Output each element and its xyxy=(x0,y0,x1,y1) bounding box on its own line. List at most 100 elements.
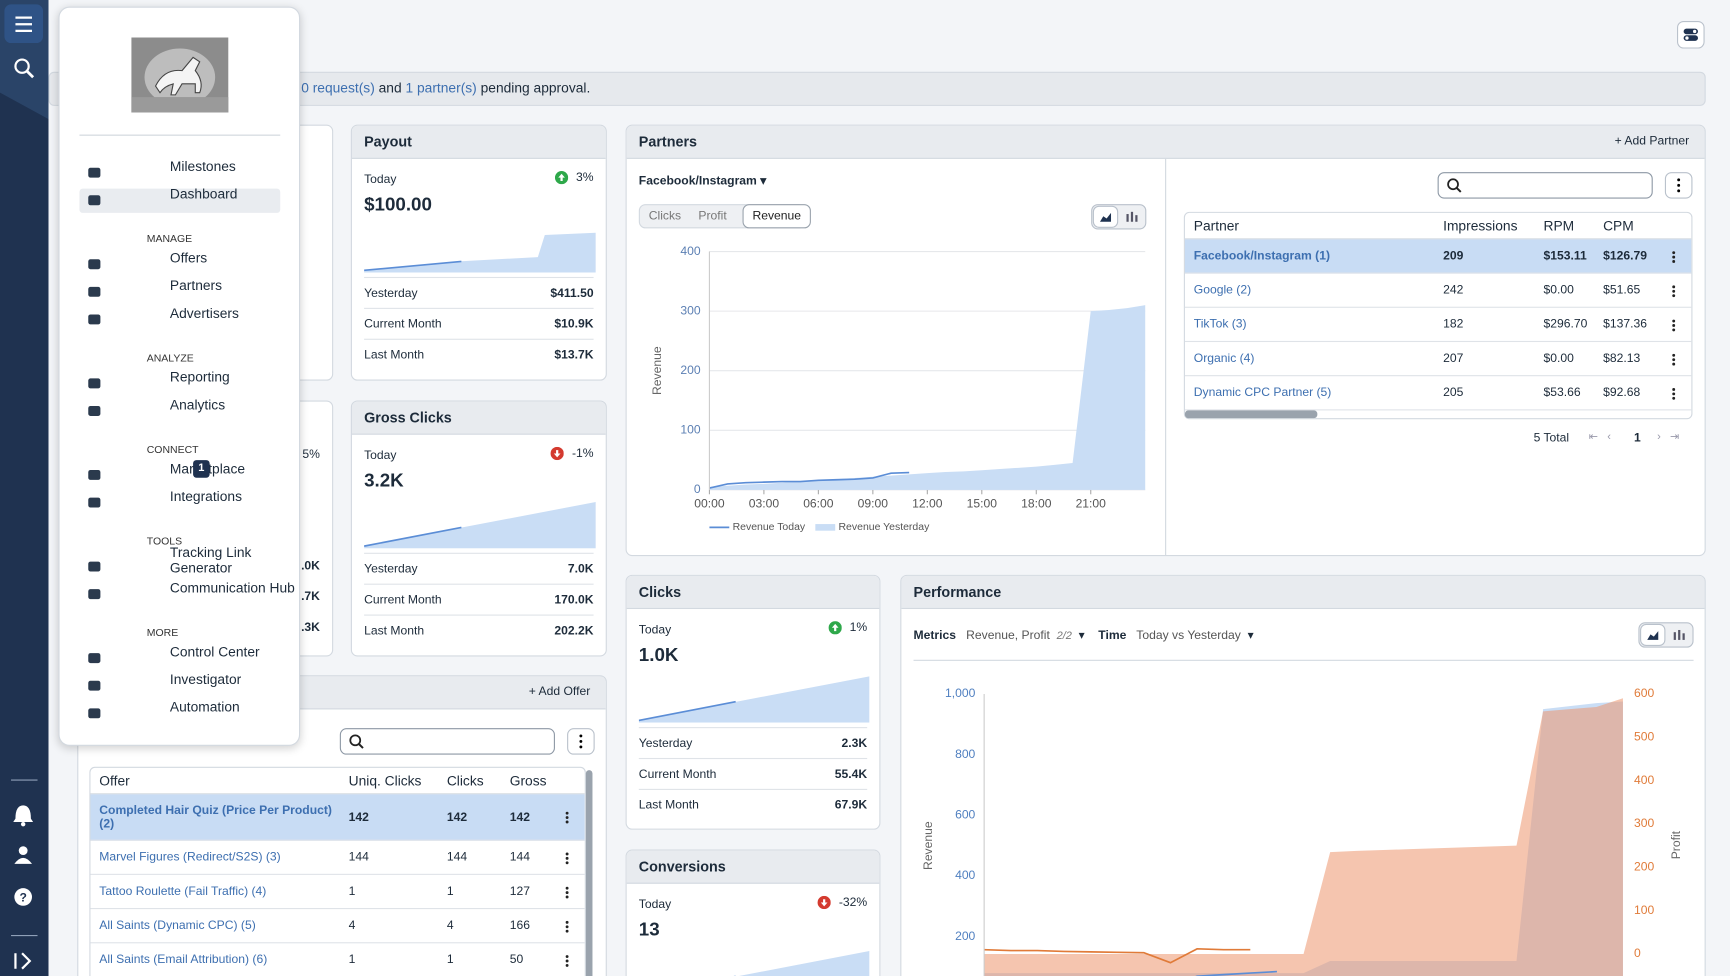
change-icon xyxy=(551,446,565,461)
stat-value: 3.2K xyxy=(364,470,404,491)
column-header: Partner xyxy=(1193,217,1240,234)
row-link[interactable]: Google (2) xyxy=(1193,283,1252,297)
y2-tick-label: 500 xyxy=(1634,730,1654,744)
kebab-dot xyxy=(1672,353,1676,357)
row-link[interactable]: Dynamic CPC Partner (5) xyxy=(1193,386,1332,400)
menu-heading: TOOLS xyxy=(146,535,183,548)
menu-item[interactable]: Automation xyxy=(169,699,240,715)
table-row[interactable]: Tattoo Roulette (Fail Traffic) (4) 1 1 127 xyxy=(90,875,585,910)
menu-icon xyxy=(88,314,101,325)
y-tick-label: 800 xyxy=(955,747,975,761)
table-row[interactable]: Dynamic CPC Partner (5) 205 $53.66 $92.68 xyxy=(1184,376,1692,411)
menu-item[interactable]: Control Center xyxy=(169,644,260,660)
menu-item[interactable]: Investigator xyxy=(169,671,242,688)
sparkline xyxy=(733,951,870,976)
offer-menu[interactable] xyxy=(567,728,595,755)
cell-value: 1 xyxy=(446,884,454,899)
menu-item[interactable]: Analytics xyxy=(169,397,226,413)
row-value: $10.9K xyxy=(554,317,594,331)
table-row[interactable]: Google (2) 242 $0.00 $51.65 xyxy=(1184,274,1692,308)
menu-item[interactable]: Partners xyxy=(169,278,223,294)
legend-label: Revenue Yesterday xyxy=(839,522,931,533)
line xyxy=(709,471,910,489)
icon-shape xyxy=(88,378,101,389)
change-icon xyxy=(555,171,569,185)
icon-shape xyxy=(88,708,101,719)
row-link[interactable]: Organic (4) xyxy=(1193,351,1255,366)
change: -1% xyxy=(551,446,594,461)
banner-and: and xyxy=(378,80,402,96)
banner xyxy=(48,71,1706,106)
offer-search[interactable] xyxy=(339,728,555,755)
tab[interactable]: Profit xyxy=(698,209,727,223)
chart-type-icons xyxy=(1640,623,1685,646)
svg-text:?: ? xyxy=(19,890,26,904)
y2-axis-label: Profit xyxy=(1669,830,1683,859)
table-row[interactable]: Facebook/Instagram (1) 209 $153.11 $126.79 xyxy=(1184,239,1692,274)
menu-heading: ANALYZE xyxy=(146,352,194,365)
pager-next[interactable]: › ⇥ xyxy=(1657,431,1680,444)
cell-value: 4 xyxy=(348,919,356,933)
row-link[interactable]: All Saints (Dynamic CPC) (5) xyxy=(99,919,256,933)
icon-shape xyxy=(88,497,101,508)
table-row[interactable]: All Saints (Email Attribution) (6) 1 1 50 xyxy=(90,943,584,976)
change-value: -1% xyxy=(571,446,594,461)
menu-item[interactable]: Offers xyxy=(169,250,208,266)
kebab-dot xyxy=(1672,255,1676,258)
menu-item[interactable]: Advertisers xyxy=(169,305,239,322)
metrics[interactable]: Revenue, Profit xyxy=(966,628,1050,643)
row-value: 55.4K xyxy=(834,767,868,781)
row-link[interactable]: Tattoo Roulette (Fail Traffic) (4) xyxy=(99,884,267,899)
legend-label: Revenue Today xyxy=(733,522,806,533)
table-row[interactable]: Completed Hair Quiz (Price Per Product) … xyxy=(90,794,585,841)
menu-item[interactable]: Milestones xyxy=(169,158,236,175)
row-link[interactable]: Marvel Figures (Redirect/S2S) (3) xyxy=(99,850,281,864)
table-row[interactable]: TikTok (3) 182 $296.70 $137.36 xyxy=(1184,308,1692,343)
menu-item[interactable]: Communication Hub xyxy=(169,580,295,596)
menu-heading: MORE xyxy=(146,627,179,640)
menu-item[interactable]: Reporting xyxy=(169,369,230,386)
menu-item[interactable]: Dashboard xyxy=(169,186,238,202)
row-menu xyxy=(1672,250,1676,263)
tab[interactable]: Clicks xyxy=(648,209,682,223)
view-toggle[interactable] xyxy=(1677,20,1705,49)
partner-menu[interactable] xyxy=(1664,172,1693,199)
table-row[interactable]: Marvel Figures (Redirect/S2S) (3) 144 144 1… xyxy=(90,841,585,875)
pager-prev[interactable]: ⇤ ‹ xyxy=(1588,431,1611,444)
icon-shape xyxy=(88,286,101,297)
row-link[interactable]: TikTok (3) xyxy=(1193,317,1247,331)
menu-item[interactable]: Tracking Link Generator xyxy=(169,545,252,576)
row-link[interactable]: All Saints (Email Attribution) (6) xyxy=(99,953,268,967)
requests-link[interactable]: 0 request(s) xyxy=(301,80,375,96)
icon-shape xyxy=(88,561,101,572)
partners-link[interactable]: 1 partner(s) xyxy=(405,80,477,96)
tab[interactable]: Revenue xyxy=(742,204,811,229)
menu-icon xyxy=(88,167,101,178)
add-offer-text: Add Offer xyxy=(538,685,591,699)
spark-line xyxy=(364,260,462,272)
table-row[interactable]: Organic (4) 207 $0.00 $82.13 xyxy=(1184,342,1692,377)
page[interactable]: 1 xyxy=(1633,431,1641,445)
row-menu xyxy=(565,954,569,967)
divider xyxy=(1165,158,1167,555)
time[interactable]: Today vs Yesterday xyxy=(1136,628,1241,643)
partner-search[interactable] xyxy=(1437,172,1653,199)
menu-item[interactable]: Integrations xyxy=(169,488,242,505)
row-link[interactable]: Facebook/Instagram (1) xyxy=(1193,249,1331,263)
offers-table: Offer Uniq. Clicks Clicks Gross Completed Ha… xyxy=(89,766,586,976)
kebab-dot xyxy=(565,856,569,860)
add-partner[interactable]: + Add Partner xyxy=(1614,134,1690,148)
table-row[interactable]: All Saints (Dynamic CPC) (5) 4 4 166 xyxy=(90,909,585,944)
cell-value: $53.66 xyxy=(1543,386,1581,400)
menu-icon xyxy=(88,195,101,206)
add-offer[interactable]: + Add Offer xyxy=(528,685,591,699)
row-link[interactable]: Completed Hair Quiz (Price Per Product) … xyxy=(99,803,332,831)
partner-selector[interactable]: Facebook/Instagram ▾ xyxy=(638,174,767,188)
y2-tick-label: 600 xyxy=(1634,686,1654,700)
y-tick-label: 1,000 xyxy=(945,686,976,700)
cell-value: $0.00 xyxy=(1543,283,1574,297)
kebab-dot xyxy=(565,860,569,864)
spark-area xyxy=(739,951,870,976)
x-tick-label: 18:00 xyxy=(1021,496,1052,510)
tabs: Clicks Profit Revenue xyxy=(638,204,811,229)
